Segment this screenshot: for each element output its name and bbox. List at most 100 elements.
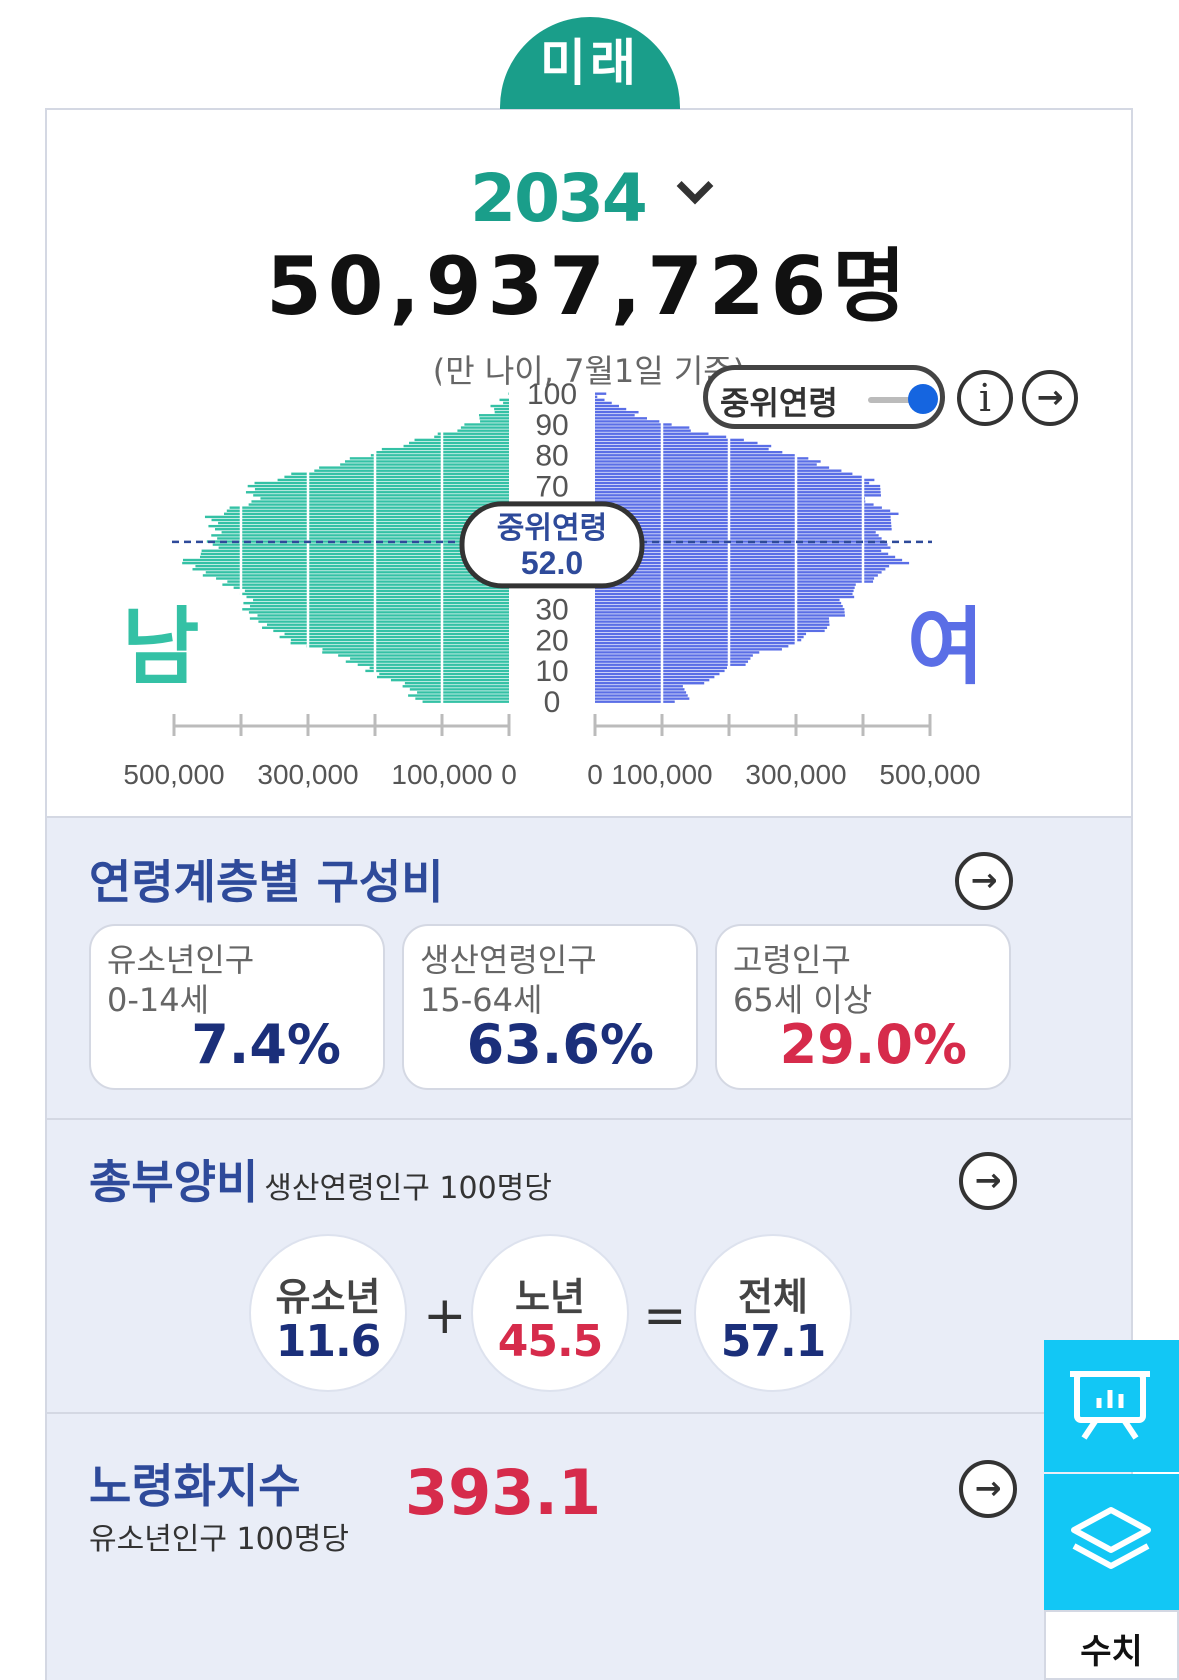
- female-bar-age-91: [595, 420, 660, 423]
- arrow-right-icon[interactable]: →: [1022, 370, 1078, 426]
- youth-ratio-box: 유소년인구 0-14세 7.4%: [89, 924, 385, 1090]
- female-bar-age-44: [595, 564, 890, 568]
- male-bar-age-83: [403, 444, 509, 448]
- female-bar-age-80: [595, 454, 796, 457]
- female-bar-age-35: [595, 592, 853, 596]
- female-bar-age-42: [595, 571, 882, 574]
- male-bar-age-92: [479, 417, 509, 420]
- female-bar-age-70: [595, 484, 881, 488]
- male-bar-age-75: [314, 469, 509, 472]
- total-dependency-circle: 전체 57.1: [694, 1234, 852, 1392]
- male-bar-age-79: [349, 457, 509, 460]
- age-tick-label: 80: [535, 440, 568, 473]
- male-bar-age-91: [480, 420, 509, 423]
- female-bar-age-53: [595, 537, 882, 540]
- info-icon[interactable]: i: [957, 370, 1013, 426]
- numbers-button[interactable]: 수치: [1044, 1610, 1179, 1680]
- male-bar-age-78: [344, 460, 509, 463]
- male-bar-age-67: [253, 494, 509, 497]
- female-bar-age-18: [595, 645, 789, 648]
- aging-arrow-icon[interactable]: →: [959, 1460, 1017, 1518]
- female-bar-age-31: [595, 605, 843, 608]
- male-bar-age-57: [208, 524, 510, 528]
- composition-title: 연령계층별 구성비: [89, 855, 444, 909]
- female-x-tick-label: 300,000: [745, 759, 846, 790]
- population-pyramid-chart: 500,000 300,000 100,000 0 0 100,000 300,000 500…: [123, 378, 980, 790]
- female-x-tick-label: 500,000: [879, 759, 980, 790]
- female-bar-age-47: [595, 555, 896, 559]
- male-bar-age-55: [221, 531, 509, 534]
- female-bar-age-75: [595, 469, 842, 472]
- male-bar-age-6: [404, 682, 509, 685]
- youth-label: 유소년인구: [107, 941, 255, 979]
- equals-sign: =: [643, 1286, 687, 1346]
- female-x-tick-label: 0: [587, 759, 603, 790]
- toggle-knob[interactable]: [908, 384, 938, 414]
- male-bar-age-34: [246, 595, 509, 599]
- toggle-track: [868, 397, 922, 403]
- male-bar-age-90: [464, 423, 509, 426]
- male-bar-age-15: [338, 654, 509, 657]
- median-badge-value: 52.0: [521, 545, 583, 581]
- male-bar-age-87: [437, 432, 509, 435]
- female-bar-age-83: [595, 444, 772, 448]
- median-age-toggle[interactable]: 중위연령: [703, 365, 945, 429]
- female-bar-age-88: [595, 429, 691, 432]
- year-value[interactable]: 2034: [470, 160, 648, 237]
- dependency-arrow-icon[interactable]: →: [959, 1152, 1017, 1210]
- male-bar-age-64: [248, 503, 509, 506]
- chart-view-button[interactable]: [1044, 1340, 1179, 1472]
- male-bar-age-10: [365, 669, 509, 673]
- female-bar-age-87: [595, 432, 709, 435]
- male-bar-age-22: [284, 632, 509, 636]
- total-dependency-value: 57.1: [720, 1316, 827, 1367]
- composition-arrow-icon[interactable]: →: [955, 852, 1013, 910]
- male-bar-age-47: [199, 555, 509, 559]
- female-bar-age-51: [595, 543, 888, 546]
- aging-subtitle: 유소년인구 100명당: [89, 1522, 349, 1557]
- female-bar-age-22: [595, 632, 807, 636]
- male-bar-age-0: [422, 700, 509, 703]
- female-bar-age-95: [595, 407, 627, 411]
- male-bar-age-39: [227, 580, 509, 583]
- female-bar-age-64: [595, 503, 874, 506]
- female-bar-age-3: [595, 691, 687, 694]
- working-label: 생산연령인구: [420, 941, 597, 979]
- female-bar-age-46: [595, 558, 903, 562]
- male-bar-age-29: [248, 611, 509, 614]
- female-bar-age-100: [595, 392, 607, 395]
- layers-button[interactable]: [1044, 1474, 1179, 1610]
- female-bar-age-45: [595, 561, 910, 565]
- median-toggle-label: 중위연령: [720, 384, 838, 422]
- male-bar-age-23: [273, 629, 509, 633]
- male-bar-age-48: [200, 552, 510, 556]
- total-dependency-label: 전체: [738, 1275, 808, 1319]
- female-bar-age-63: [595, 506, 882, 509]
- old-dependency-value: 45.5: [497, 1316, 604, 1367]
- male-bar-age-12: [357, 663, 509, 666]
- total-population: 50,937,726명: [266, 240, 912, 333]
- female-bar-age-86: [595, 435, 727, 439]
- male-bar-age-72: [277, 478, 509, 482]
- female-bar-age-5: [595, 685, 683, 688]
- male-bar-age-17: [322, 648, 509, 651]
- female-bar-age-57: [595, 524, 892, 528]
- male-bar-age-27: [249, 617, 509, 620]
- male-bar-age-77: [340, 463, 509, 466]
- era-tab-future[interactable]: 미래: [500, 17, 680, 109]
- age-tick-label: 70: [535, 470, 568, 503]
- age-tick-label: 10: [535, 655, 568, 688]
- presentation-chart-icon: [1070, 1371, 1150, 1440]
- male-bar-age-46: [182, 558, 509, 562]
- male-bar-age-14: [350, 657, 509, 660]
- female-bar-age-38: [595, 583, 856, 586]
- male-bar-age-49: [201, 549, 509, 552]
- female-bar-age-40: [595, 577, 875, 580]
- youth-dependency-value: 11.6: [275, 1316, 382, 1367]
- male-bar-age-62: [226, 509, 509, 512]
- youth-ratio-value: 7.4%: [191, 1013, 341, 1076]
- year-selector[interactable]: 2034: [47, 160, 1131, 237]
- male-bar-age-85: [414, 438, 509, 442]
- male-bar-age-95: [494, 407, 509, 411]
- male-bar-age-74: [291, 472, 509, 475]
